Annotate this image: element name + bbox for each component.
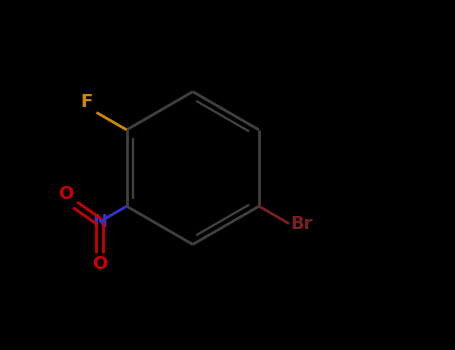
Text: O: O xyxy=(92,255,107,273)
Text: Br: Br xyxy=(291,215,313,233)
Text: O: O xyxy=(58,185,74,203)
Text: N: N xyxy=(92,213,107,231)
Text: F: F xyxy=(80,93,92,111)
